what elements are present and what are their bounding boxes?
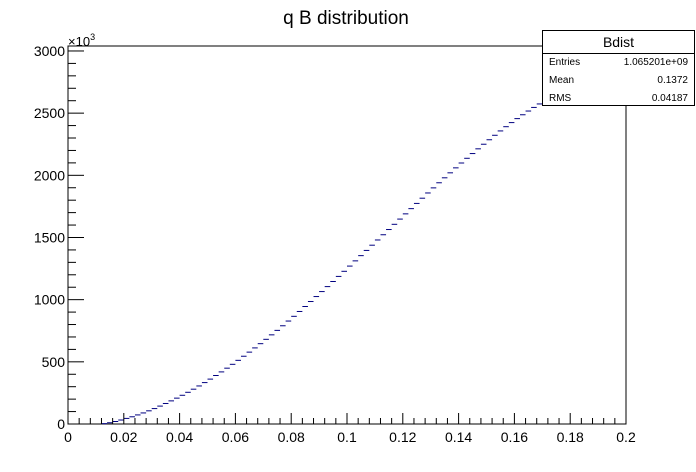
x-tick-label: 0.2	[616, 429, 636, 445]
x-tick-label: 0.12	[389, 429, 416, 445]
plot-frame	[67, 45, 627, 425]
x-tick-label: 0.06	[222, 429, 249, 445]
x-tick-label: 0.1	[337, 429, 357, 445]
stats-mean-value: 0.1372	[657, 75, 688, 86]
y-tick-label: 0	[57, 416, 65, 432]
stats-title: Bdist	[543, 31, 694, 54]
stats-row-mean: Mean 0.1372	[543, 72, 694, 90]
y-multiplier: ×103	[68, 32, 95, 49]
y-tick-label: 1000	[34, 292, 65, 308]
stats-entries-value: 1.065201e+09	[623, 57, 688, 68]
chart-title: q B distribution	[283, 8, 409, 29]
x-tick-label: 0.08	[278, 429, 305, 445]
stats-box: Bdist Entries 1.065201e+09 Mean 0.1372 R…	[542, 30, 695, 106]
y-tick-label: 1500	[34, 229, 65, 245]
x-tick-label: 0.04	[166, 429, 193, 445]
stats-rms-value: 0.04187	[651, 93, 688, 104]
y-tick-label: 2500	[34, 105, 65, 121]
stats-row-rms: RMS 0.04187	[543, 90, 694, 108]
stats-rms-label: RMS	[549, 93, 572, 104]
x-tick-label: 0.14	[445, 429, 472, 445]
x-tick-label: 0.02	[110, 429, 137, 445]
x-tick-label: 0	[64, 429, 72, 445]
stats-mean-label: Mean	[549, 75, 575, 86]
y-tick-label: 500	[42, 354, 66, 370]
x-tick-label: 0.18	[557, 429, 584, 445]
stats-row-entries: Entries 1.065201e+09	[543, 54, 694, 72]
stats-entries-label: Entries	[549, 57, 581, 68]
y-tick-label: 2000	[34, 167, 65, 183]
y-tick-label: 3000	[34, 43, 65, 59]
x-tick-label: 0.16	[501, 429, 528, 445]
